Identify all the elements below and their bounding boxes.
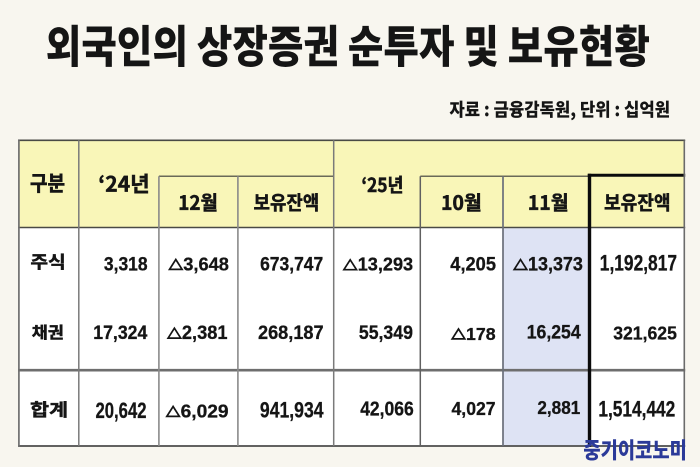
- svg-text:1,192,817: 1,192,817: [600, 250, 677, 275]
- svg-text:941,934: 941,934: [260, 398, 324, 423]
- svg-text:13,293: 13,293: [358, 254, 413, 275]
- svg-text:3,648: 3,648: [183, 253, 229, 274]
- svg-text:4,027: 4,027: [452, 398, 496, 419]
- svg-text:1,514,442: 1,514,442: [598, 397, 675, 422]
- svg-text:4,205: 4,205: [450, 255, 496, 276]
- svg-text:2,881: 2,881: [537, 398, 580, 418]
- svg-text:13,373: 13,373: [528, 254, 583, 275]
- svg-text:3,318: 3,318: [104, 255, 148, 276]
- svg-text:55,349: 55,349: [359, 323, 413, 344]
- svg-text:6,029: 6,029: [181, 400, 229, 421]
- svg-text:673,747: 673,747: [260, 254, 323, 276]
- svg-text:2,381: 2,381: [182, 323, 228, 344]
- svg-text:321,625: 321,625: [613, 323, 677, 344]
- svg-text:20,642: 20,642: [96, 398, 147, 423]
- svg-text:268,187: 268,187: [258, 323, 324, 344]
- svg-text:17,324: 17,324: [93, 323, 147, 344]
- svg-text:16,254: 16,254: [527, 323, 581, 344]
- svg-text:42,066: 42,066: [360, 397, 414, 420]
- svg-text:178: 178: [466, 324, 496, 344]
